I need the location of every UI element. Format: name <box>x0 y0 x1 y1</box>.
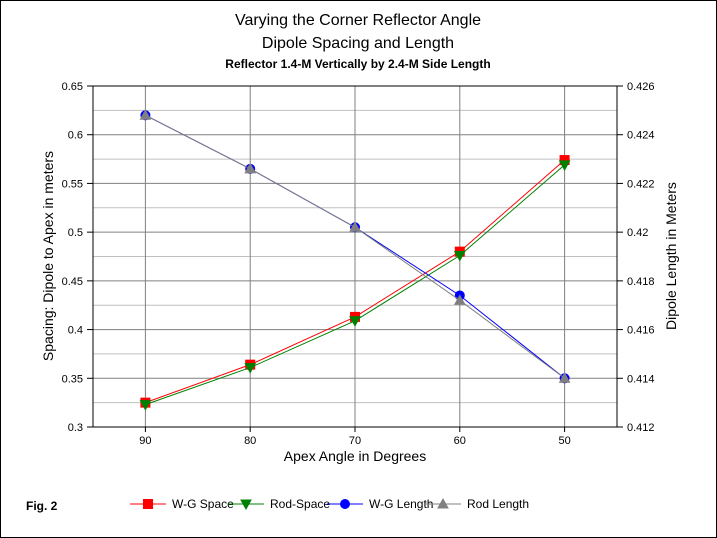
series-group <box>139 109 571 411</box>
y-tick-label-left: 0.45 <box>62 276 83 288</box>
y-tick-label-right: 0.412 <box>627 422 655 434</box>
data-point-rod-space <box>349 316 361 327</box>
data-point-rod-space <box>558 160 571 171</box>
y-tick-label-left: 0.5 <box>68 227 83 239</box>
data-point-rod-length <box>244 162 257 174</box>
legend-label-rod-length: Rod Length <box>467 497 529 511</box>
y-tick-label-right: 0.422 <box>627 178 655 190</box>
chart-title-line2: Dipole Spacing and Length <box>262 35 454 52</box>
y-tick-label-right: 0.42 <box>627 227 648 239</box>
x-axis-label: Apex Angle in Degrees <box>284 448 426 464</box>
y-tick-label-right: 0.414 <box>627 373 655 385</box>
data-point-rod-length <box>349 221 361 232</box>
data-point-rod-length <box>558 372 571 383</box>
figure-label: Fig. 2 <box>26 499 58 513</box>
x-tick-label: 50 <box>558 435 570 447</box>
data-point-rod-space <box>453 251 466 262</box>
legend-label-w-g-space: W-G Space <box>172 497 234 511</box>
data-point-rod-space <box>244 363 257 374</box>
legend-marker-w-g-length <box>340 499 350 509</box>
legend-marker-rod-length <box>437 497 449 509</box>
y-tick-label-right: 0.426 <box>627 81 655 93</box>
legend-label-rod-space: Rod-Space <box>270 497 330 511</box>
legend-marker-rod-space <box>240 499 252 511</box>
x-tick-label: 90 <box>139 435 151 447</box>
grid-lines <box>93 86 617 427</box>
data-point-rod-length <box>453 294 466 305</box>
axis-ticks: 0.3 0.35 0.4 0.45 0.5 0.55 0.6 0.65 0.412 0.414 0.… <box>62 81 655 447</box>
y-tick-label-left: 0.6 <box>68 130 83 142</box>
y-axis-label-left: Spacing: Dipole to Apex in meters <box>40 151 56 361</box>
y-tick-label-left: 0.4 <box>68 325 83 337</box>
data-point-rod-length <box>139 109 152 120</box>
y-tick-label-right: 0.418 <box>627 276 655 288</box>
y-tick-label-left: 0.55 <box>62 178 83 190</box>
chart-title: Varying the Corner Reflector Angle <box>235 12 481 29</box>
x-tick-label: 70 <box>349 435 361 447</box>
y-tick-label-left: 0.3 <box>68 422 83 434</box>
chart-subtitle: Reflector 1.4-M Vertically by 2.4-M Side… <box>225 57 490 71</box>
x-tick-label: 80 <box>244 435 256 447</box>
data-point-rod-space <box>139 400 152 411</box>
y-tick-label-right: 0.424 <box>627 130 655 142</box>
y-tick-label-left: 0.65 <box>62 81 83 93</box>
legend-marker-w-g-space <box>143 499 153 509</box>
y-tick-label-left: 0.35 <box>62 373 83 385</box>
y-axis-label-right: Dipole Length in Meters <box>663 182 679 330</box>
legend-label-w-g-length: W-G Length <box>369 497 433 511</box>
x-tick-label: 60 <box>454 435 466 447</box>
legend: W-G Space Rod-Space W-G Length Rod Length <box>130 497 529 511</box>
y-tick-label-right: 0.416 <box>627 325 655 337</box>
